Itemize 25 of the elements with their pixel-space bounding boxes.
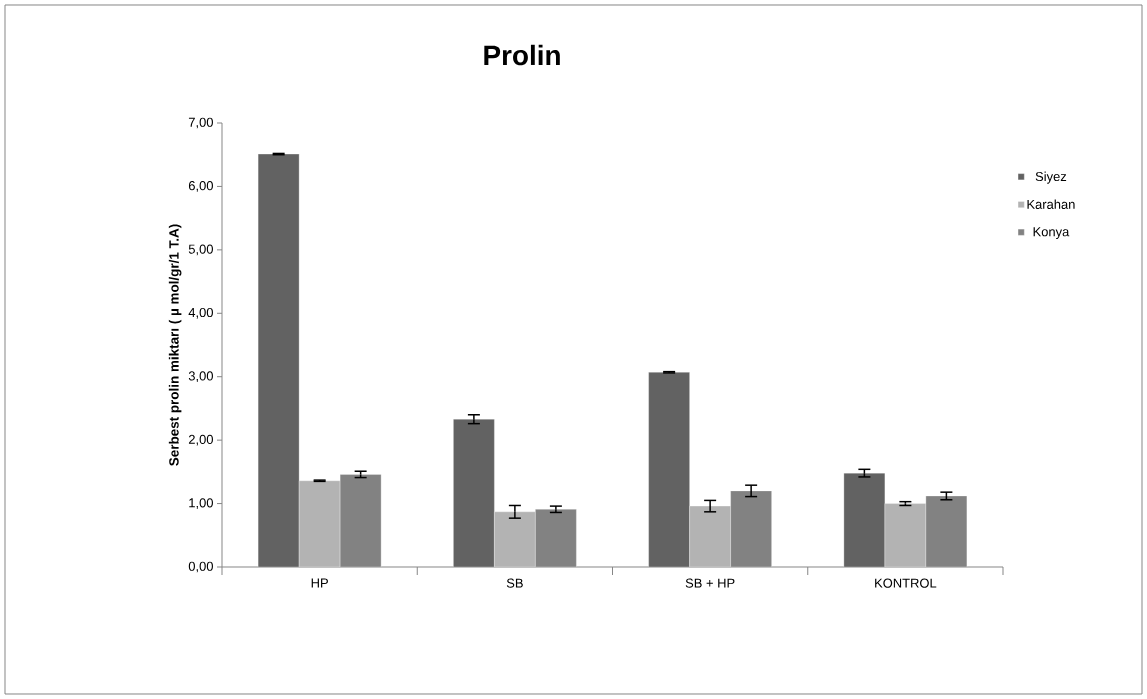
bar bbox=[453, 419, 495, 567]
bar bbox=[257, 153, 300, 567]
chart-title: Prolin bbox=[484, 44, 560, 66]
y-tick-label: 6,00 bbox=[188, 181, 213, 192]
y-tick-label: 3,00 bbox=[188, 371, 213, 383]
y-tick-label: 4,00 bbox=[188, 307, 213, 319]
legend-label: Karahan bbox=[1027, 199, 1075, 209]
legend-label: Konya bbox=[1033, 227, 1070, 239]
x-tick-label: SB + HP bbox=[685, 578, 735, 588]
bar bbox=[843, 472, 886, 567]
bar bbox=[298, 480, 341, 567]
y-tick-label: 5,00 bbox=[188, 244, 213, 256]
y-axis-title: Serbest prolin miktarı ( µ mol/gr/1 T.A) bbox=[168, 224, 182, 466]
x-tick-label: HP bbox=[311, 578, 328, 588]
bar bbox=[648, 372, 690, 567]
legend-label: Siyez bbox=[1035, 171, 1067, 184]
y-tick-label: 7,00 bbox=[188, 117, 213, 129]
bar bbox=[689, 505, 731, 567]
x-tick-label: KONTROL bbox=[875, 578, 937, 588]
y-tick-label: 1,00 bbox=[189, 498, 213, 509]
x-tick-label: SB bbox=[506, 578, 523, 588]
y-tick-label: 0,00 bbox=[188, 561, 213, 573]
y-tick-label: 2,00 bbox=[188, 434, 213, 446]
bar bbox=[494, 511, 536, 567]
bar bbox=[884, 503, 927, 567]
